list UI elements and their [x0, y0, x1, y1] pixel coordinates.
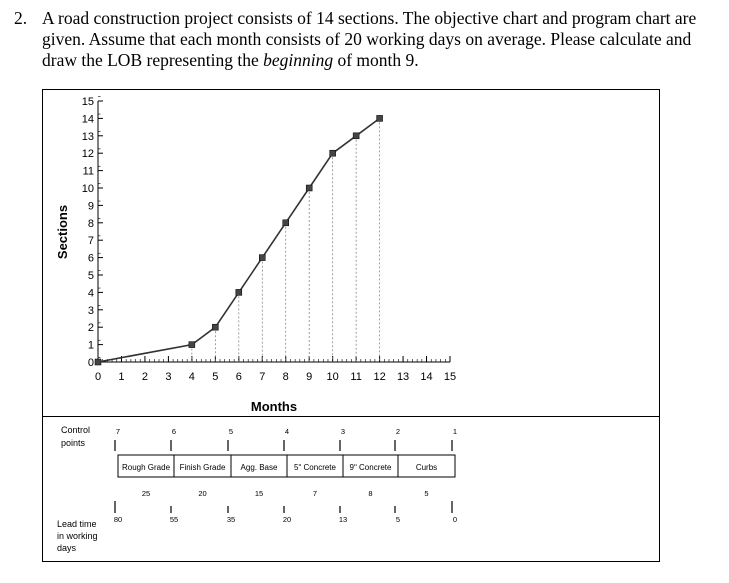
- control-point-number: 4: [285, 427, 289, 436]
- activity-label: Finish Grade: [180, 463, 226, 472]
- control-point-number: 1: [453, 427, 457, 436]
- x-tick-label: 3: [165, 371, 171, 383]
- y-tick-label: 7: [88, 235, 94, 247]
- activity-label: 9ʺ Concrete: [350, 463, 393, 472]
- y-tick-label: 3: [88, 305, 94, 317]
- activity-duration: 5: [424, 489, 428, 498]
- y-axis-label: Sections: [55, 205, 70, 259]
- data-point: [212, 323, 219, 331]
- data-point: [259, 254, 266, 261]
- x-tick-label: 0: [95, 371, 101, 383]
- activity-label: 5ʺ Concrete: [294, 463, 337, 472]
- activity-duration: 20: [198, 489, 206, 498]
- activity-box: [397, 454, 456, 478]
- series-line: [97, 117, 381, 363]
- x-tick-label: 9: [306, 371, 312, 383]
- x-tick-label: 10: [327, 371, 339, 383]
- data-point: [94, 358, 102, 366]
- data-point: [282, 219, 289, 227]
- x-tick-label: 1: [118, 371, 124, 383]
- y-tick-label: 0: [88, 357, 94, 369]
- activity-label: Curbs: [416, 463, 437, 472]
- control-point-number: 2: [396, 427, 400, 436]
- activity-duration: 25: [142, 489, 150, 498]
- x-tick-label: 12: [373, 371, 385, 383]
- y-tick-label: 9: [88, 200, 94, 212]
- question-number: 2.: [14, 8, 28, 28]
- control-point-number: 7: [116, 427, 120, 436]
- y-tick-label: 2: [88, 322, 94, 334]
- x-tick-label: 6: [236, 371, 242, 383]
- lead-time-value: 20: [283, 515, 291, 524]
- x-axis-label: Months: [251, 399, 297, 414]
- x-tick-label: 15: [444, 371, 456, 383]
- x-tick-label: 13: [397, 371, 409, 383]
- lead-time-value: 0: [453, 515, 457, 524]
- control-point-number: 6: [172, 427, 176, 436]
- x-tick-label: 4: [189, 371, 195, 383]
- data-point: [235, 289, 243, 296]
- y-tick-label: 10: [82, 183, 94, 195]
- activity-duration: 7: [313, 489, 317, 498]
- data-point: [305, 184, 313, 192]
- lead-time-value: 55: [170, 515, 178, 524]
- y-tick-label: 13: [82, 131, 94, 143]
- y-tick-label: 15: [82, 96, 94, 108]
- data-point: [376, 115, 383, 122]
- program-chart: Control points Lead time in working days 7 6…: [57, 425, 457, 553]
- program-diagram: 7 6 5 4 3 2 1 Rough Grade Finish Grade Agg. Base 5…: [114, 427, 457, 524]
- emphasis-beginning: beginning: [263, 50, 334, 70]
- control-point-number: 3: [341, 427, 345, 436]
- y-tick-label: 8: [88, 218, 94, 230]
- x-tick-label: 7: [259, 371, 265, 383]
- y-tick-label: 12: [82, 148, 94, 160]
- y-tick-label: 1: [88, 340, 94, 352]
- control-point-number: 5: [229, 427, 233, 436]
- lead-time-label: Lead time in working days: [57, 519, 98, 553]
- lead-time-value: 35: [227, 515, 235, 524]
- lead-time-value: 5: [396, 515, 400, 524]
- control-points-label: Control points: [61, 425, 90, 448]
- y-tick-label: 14: [82, 113, 94, 125]
- x-tick-label: 5: [212, 371, 218, 383]
- question-text: A road construction project consists of …: [42, 8, 697, 70]
- x-tick-label: 11: [350, 371, 361, 383]
- figure-frame: Sections Months 0 1 2 3 4 5 6 7 8 9 10 11 12 13 14 15 0 1…: [42, 89, 660, 562]
- activity-duration: 15: [255, 489, 263, 498]
- data-point: [329, 149, 336, 157]
- lead-time-value: 80: [114, 515, 122, 524]
- x-tick-label: 14: [420, 371, 432, 383]
- activity-label: Agg. Base: [241, 463, 278, 472]
- y-tick-label: 11: [83, 166, 94, 178]
- lead-time-value: 13: [339, 515, 347, 524]
- data-point: [352, 132, 360, 140]
- activity-duration: 8: [368, 489, 372, 498]
- y-tick-label: 5: [88, 270, 94, 282]
- y-tick-label: 4: [88, 287, 94, 299]
- x-tick-label: 2: [142, 371, 148, 383]
- y-tick-label: 6: [88, 253, 94, 265]
- x-tick-label: 8: [283, 371, 289, 383]
- figure-divider: [43, 416, 659, 417]
- activity-label: Rough Grade: [122, 463, 171, 472]
- data-point: [188, 341, 196, 348]
